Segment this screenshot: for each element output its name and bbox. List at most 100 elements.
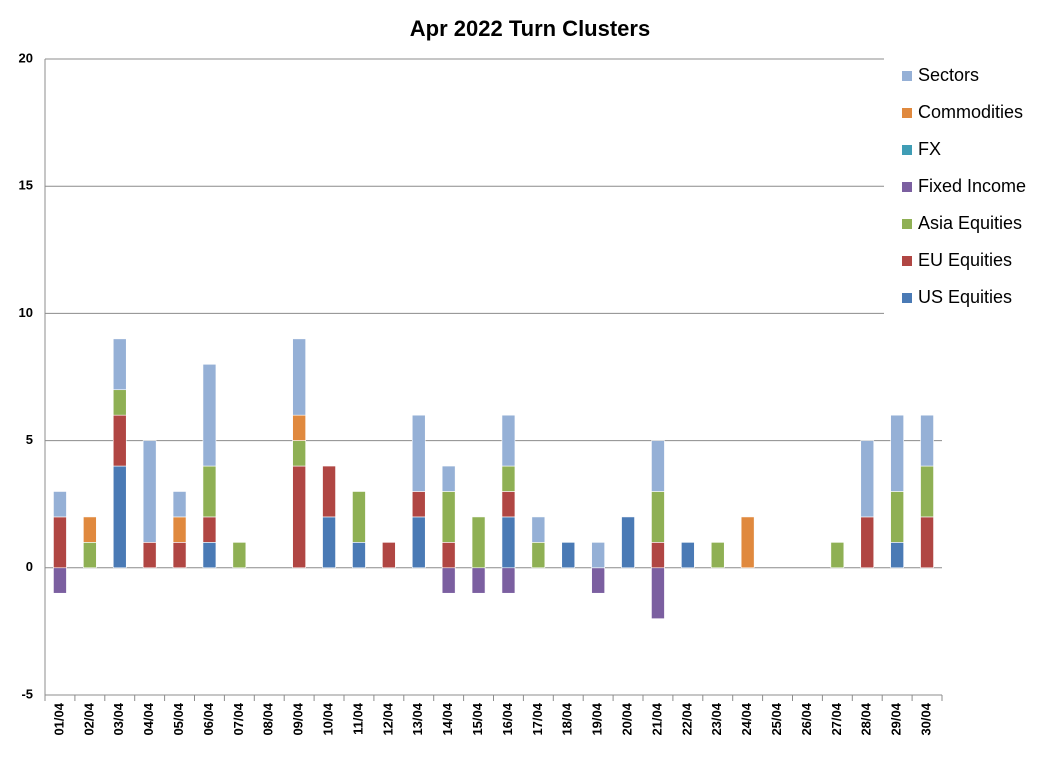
x-tick-label: 16/04 [500,702,515,735]
bar-segment [411,414,426,492]
bar-segment [920,465,934,518]
bar-segment [292,414,306,441]
bar-segment [621,516,635,569]
legend-label: US Equities [918,287,1012,307]
bar-segment [860,516,875,569]
bar-segment [681,542,695,569]
bar-segment [591,567,605,594]
legend-label: FX [918,139,941,159]
bar-segment [860,440,875,518]
x-tick-label: 10/04 [320,702,335,735]
bar-segment [352,542,366,569]
bar-segment [890,414,904,492]
bar-segment [53,516,67,569]
x-tick-label: 18/04 [560,702,575,735]
x-tick-label: 08/04 [261,702,276,735]
bar-segment [441,567,456,594]
bar-segment [471,567,486,594]
bar-segment [890,491,904,543]
bar-segment [710,542,725,569]
x-tick-label: 29/04 [889,702,904,735]
bar-segment [142,440,157,543]
x-tick-label: 11/04 [350,702,365,735]
x-tick-label: 27/04 [829,702,844,735]
x-tick-label: 19/04 [590,702,605,735]
bar-segment [322,516,336,569]
bar-segment [322,465,336,518]
x-tick-label: 21/04 [649,702,664,735]
bar-segment [920,516,934,569]
bar-segment [651,542,665,569]
x-tick-label: 02/04 [81,702,96,735]
legend-swatch [902,256,912,266]
bar-segment [83,542,97,569]
y-tick-label: -5 [21,686,33,701]
x-tick-label: 25/04 [769,702,784,735]
bar-segment [591,542,605,569]
bar-segment [83,516,97,543]
legend-label: EU Equities [918,250,1012,270]
bar-segment [202,516,217,543]
bar-segment [172,542,187,569]
bar-segment [292,440,306,467]
y-tick-label: 10 [19,305,33,320]
bar-segment [112,389,127,416]
bar-segment [501,567,516,594]
x-tick-label: 07/04 [231,702,246,735]
bar-segment [112,465,127,569]
bar-segment [501,516,516,569]
bar-segment [501,465,516,492]
bar-segment [142,542,157,569]
x-tick-label: 24/04 [739,702,754,735]
bar-segment [112,338,127,391]
x-tick-label: 12/04 [380,702,395,735]
bar-segment [531,542,546,569]
x-tick-label: 23/04 [709,702,724,735]
bar-segment [501,414,516,467]
x-tick-label: 20/04 [619,702,634,735]
bar-segment [411,516,426,569]
bar-segment [441,465,456,492]
bar-segment [172,491,187,518]
x-tick-label: 06/04 [201,702,216,735]
bar-segment [651,440,665,492]
bar-segment [651,491,665,543]
x-tick-label: 30/04 [918,702,933,735]
x-tick-label: 04/04 [141,702,156,735]
bar-segment [740,516,755,569]
bar-segment [292,338,306,416]
x-tick-label: 17/04 [530,702,545,735]
x-tick-label: 28/04 [859,702,874,735]
legend-swatch [902,108,912,118]
bar-segment [202,465,217,518]
bar-segment [53,491,67,518]
bar-segment [890,542,904,569]
bar-segment [471,516,486,569]
bar-segment [172,516,187,543]
bar-segment [292,465,306,569]
bar-segment [53,567,67,594]
x-tick-label: 05/04 [171,702,186,735]
legend-label: Sectors [918,65,979,85]
bar-segment [920,414,934,467]
x-tick-label: 01/04 [51,702,66,735]
x-tick-label: 14/04 [440,702,455,735]
bar-segment [651,567,665,619]
bar-segment [411,491,426,518]
bar-segment [441,542,456,569]
legend-swatch [902,182,912,192]
bar-segment [382,542,396,569]
x-tick-label: 22/04 [679,702,694,735]
legend-background [884,55,1062,320]
x-tick-label: 03/04 [111,702,126,735]
x-tick-label: 13/04 [410,702,425,735]
legend-label: Asia Equities [918,213,1022,233]
bar-segment [232,542,247,569]
legend-swatch [902,145,912,155]
y-tick-label: 15 [19,178,33,193]
x-tick-label: 26/04 [799,702,814,735]
y-tick-label: 20 [19,50,33,65]
legend-swatch [902,71,912,81]
bar-segment [561,542,576,569]
